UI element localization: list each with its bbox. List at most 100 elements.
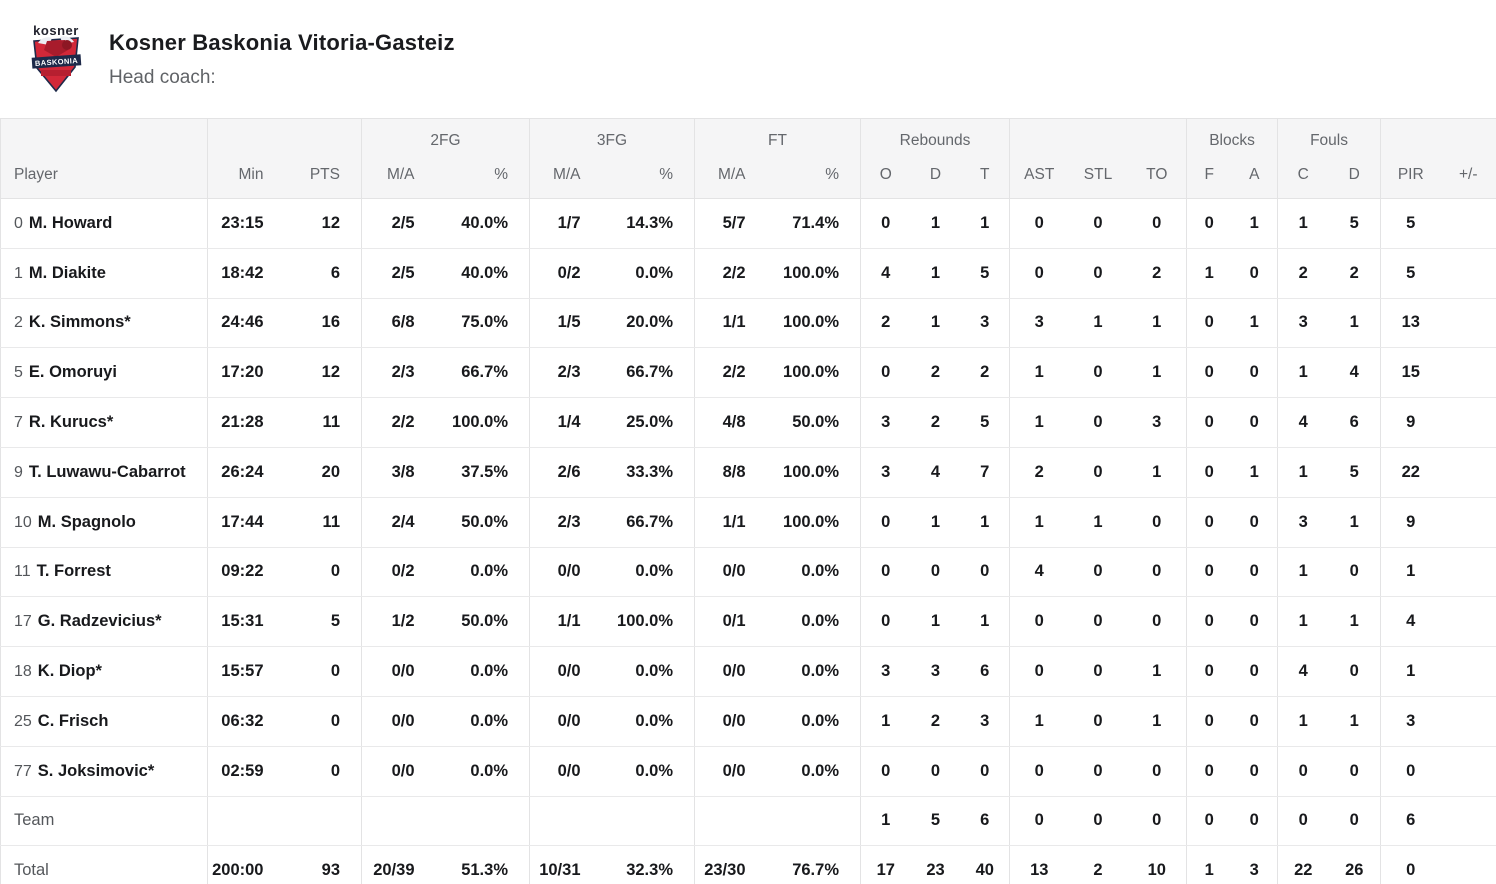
cell-fg2_pct: 37.5%	[435, 447, 530, 498]
cell-reb_o: 4	[860, 248, 911, 299]
cell-ast: 2	[1009, 447, 1069, 498]
cell-pir: 9	[1380, 397, 1441, 448]
baskonia-crest-icon: kosner BASKONIA	[31, 23, 82, 93]
cell-reb_d: 1	[910, 298, 961, 349]
table-row: 11 T. Forrest 09:22 0 0/2 0.0% 0/0 0.0% 0/0 0.0% 0…	[0, 547, 1496, 598]
table-row: 5 E. Omoruyi 17:20 12 2/3 66.7% 2/3 66.7% 2/2 100…	[0, 347, 1496, 399]
cell-stl: 1	[1068, 497, 1128, 548]
cell-ft_pct: 76.7%	[766, 845, 861, 884]
cell-reb_t: 7	[960, 447, 1010, 498]
cell-fg2_ma: 0/0	[361, 746, 436, 797]
cell-fg3_pct: 25.0%	[601, 397, 695, 448]
cell-pir: 4	[1380, 596, 1441, 648]
cell-reb_d: 2	[910, 397, 961, 448]
cell-pir: 15	[1380, 347, 1441, 399]
cell-blk_a: 0	[1231, 497, 1278, 548]
cell-to: 1	[1127, 646, 1187, 697]
group-header-ft: FT	[694, 118, 861, 157]
cell-pm	[1440, 845, 1496, 884]
cell-pts: 12	[284, 198, 362, 249]
cell-blk_a: 0	[1231, 596, 1278, 648]
cell-reb_d: 3	[910, 646, 961, 697]
table-row: Team 1 5 6 0 0 0 0 0 0 0 6	[0, 796, 1496, 847]
cell-ft_ma: 2/2	[694, 248, 767, 299]
player-cell: 0 M. Howard	[0, 198, 208, 249]
cell-fg3_pct: 100.0%	[601, 596, 695, 648]
cell-pm	[1440, 796, 1496, 847]
cell-reb_o: 1	[860, 796, 911, 847]
cell-foul_d: 5	[1328, 447, 1381, 498]
jersey-number: 5	[14, 364, 23, 382]
cell-ast: 0	[1009, 796, 1069, 847]
cell-fg2_pct: 75.0%	[435, 298, 530, 349]
col-header-stl: STL	[1068, 156, 1128, 199]
table-row: 1 M. Diakite 18:42 6 2/5 40.0% 0/2 0.0% 2/2 100.0…	[0, 248, 1496, 299]
group-header-2fg: 2FG	[361, 118, 530, 157]
cell-reb_d: 23	[910, 845, 961, 884]
cell-to: 10	[1127, 845, 1187, 884]
cell-reb_t: 1	[960, 198, 1010, 249]
cell-pir: 1	[1380, 646, 1441, 697]
cell-stl: 0	[1068, 347, 1128, 399]
col-header-foul-d: D	[1328, 156, 1381, 199]
cell-stl: 0	[1068, 596, 1128, 648]
col-header-plus-minus: +/-	[1440, 156, 1496, 199]
cell-pts	[284, 796, 362, 847]
col-header-2fg-ma: M/A	[361, 156, 436, 199]
cell-blk_a: 0	[1231, 397, 1278, 448]
cell-ast: 0	[1009, 596, 1069, 648]
player-name: C. Frisch	[37, 711, 109, 730]
cell-ft_pct: 100.0%	[766, 347, 861, 399]
table-row: 0 M. Howard 23:15 12 2/5 40.0% 1/7 14.3% 5/7 71.4…	[0, 198, 1496, 249]
cell-reb_d: 2	[910, 347, 961, 399]
cell-fg2_pct	[435, 796, 530, 847]
cell-ft_pct: 0.0%	[766, 696, 861, 747]
cell-reb_o: 2	[860, 298, 911, 349]
col-header-reb-o: O	[860, 156, 911, 199]
cell-fg2_pct: 100.0%	[435, 397, 530, 448]
cell-to: 1	[1127, 298, 1187, 349]
group-header-3fg: 3FG	[529, 118, 695, 157]
cell-foul_c: 2	[1277, 248, 1329, 299]
col-header-ast: AST	[1009, 156, 1069, 199]
cell-blk_f: 0	[1186, 646, 1232, 697]
cell-reb_t: 6	[960, 796, 1010, 847]
col-header-foul-c: C	[1277, 156, 1329, 199]
player-cell: 9 T. Luwawu-Cabarrot	[0, 447, 208, 498]
cell-reb_o: 0	[860, 497, 911, 548]
player-cell: 10 M. Spagnolo	[0, 497, 208, 548]
cell-reb_o: 3	[860, 447, 911, 498]
row-label: Team	[14, 811, 55, 830]
cell-blk_a: 0	[1231, 696, 1278, 747]
cell-fg3_pct: 32.3%	[601, 845, 695, 884]
cell-fg2_ma: 2/3	[361, 347, 436, 399]
cell-ast: 1	[1009, 696, 1069, 747]
group-header-rebounds: Rebounds	[860, 118, 1010, 157]
cell-pts: 0	[284, 696, 362, 747]
cell-ast: 1	[1009, 347, 1069, 399]
cell-fg2_pct: 0.0%	[435, 746, 530, 797]
cell-foul_c: 3	[1277, 497, 1329, 548]
cell-pir: 0	[1380, 746, 1441, 797]
cell-ast: 0	[1009, 198, 1069, 249]
cell-pm	[1440, 547, 1496, 598]
col-header-3fg-pct: %	[601, 156, 695, 199]
cell-min: 21:28	[207, 397, 285, 448]
cell-reb_d: 0	[910, 746, 961, 797]
cell-reb_d: 1	[910, 596, 961, 648]
cell-pts: 93	[284, 845, 362, 884]
jersey-number: 9	[14, 463, 23, 481]
table-row: 25 C. Frisch 06:32 0 0/0 0.0% 0/0 0.0% 0/0 0.0% 1 2…	[0, 696, 1496, 747]
player-cell: 77 S. Joksimovic*	[0, 746, 208, 797]
cell-min: 18:42	[207, 248, 285, 299]
table-row: 17 G. Radzevicius* 15:31 5 1/2 50.0% 1/1 100.0%…	[0, 596, 1496, 648]
cell-blk_a: 1	[1231, 447, 1278, 498]
player-cell: 5 E. Omoruyi	[0, 347, 208, 399]
cell-ft_ma: 4/8	[694, 397, 767, 448]
cell-min	[207, 796, 285, 847]
cell-reb_t: 6	[960, 646, 1010, 697]
cell-ft_pct: 100.0%	[766, 248, 861, 299]
cell-blk_a: 0	[1231, 347, 1278, 399]
cell-reb_t: 0	[960, 547, 1010, 598]
cell-blk_f: 0	[1186, 397, 1232, 448]
